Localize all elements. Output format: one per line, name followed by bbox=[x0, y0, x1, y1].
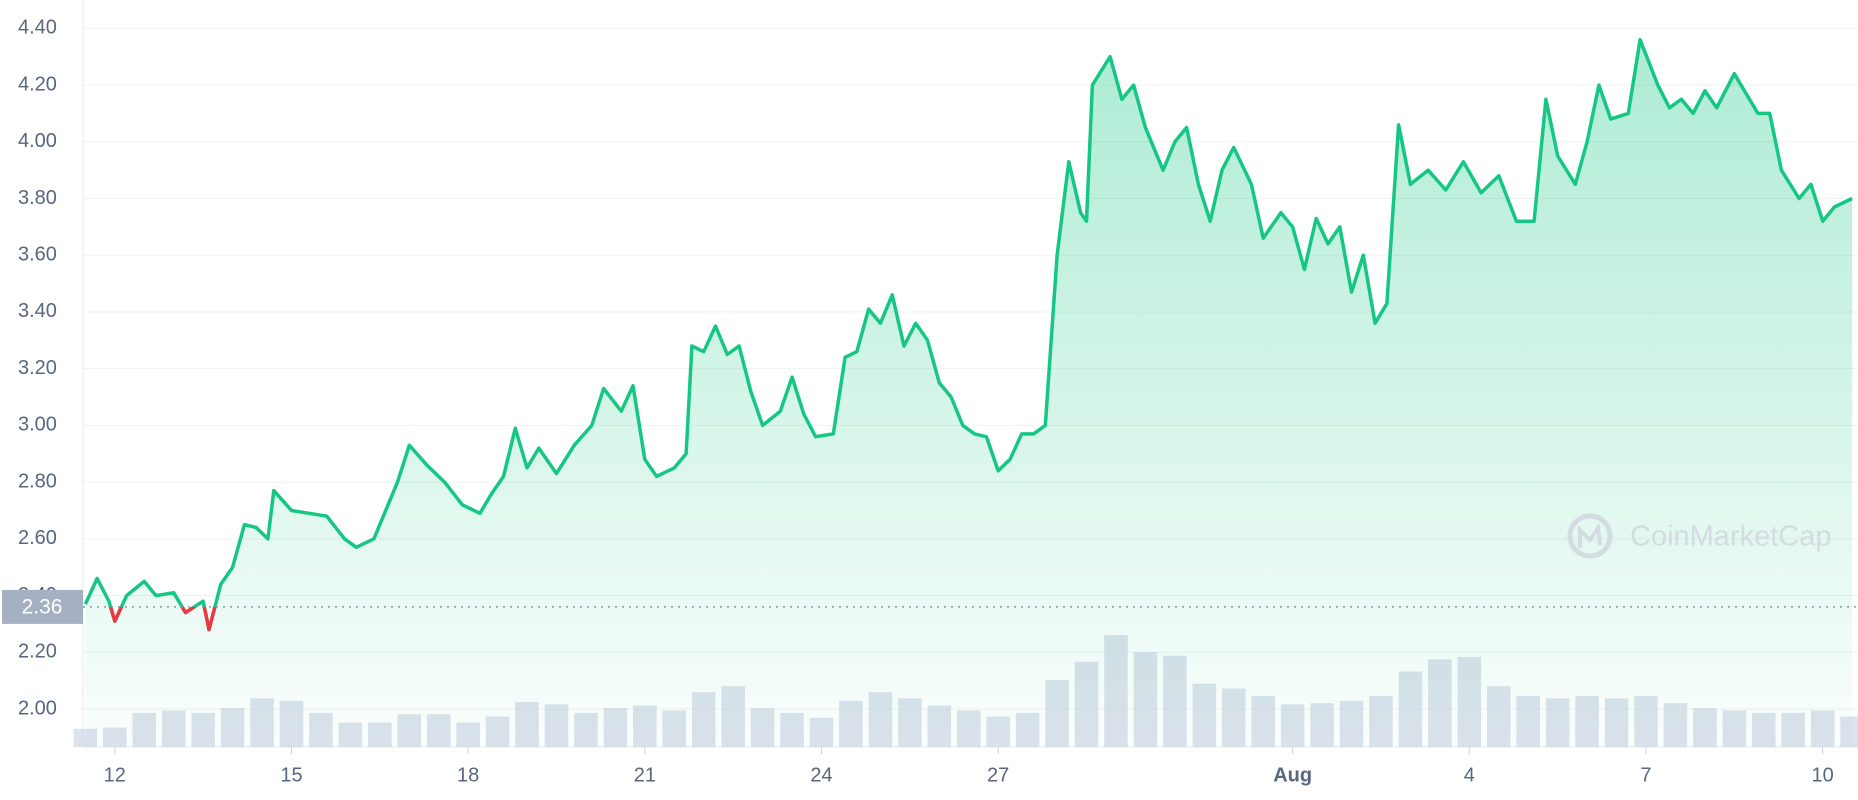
x-tick-label: 18 bbox=[457, 764, 479, 786]
x-tick-label: 15 bbox=[280, 764, 302, 786]
y-tick-label: 3.80 bbox=[18, 187, 57, 209]
watermark-text: CoinMarketCap bbox=[1630, 521, 1831, 553]
x-tick-label: 21 bbox=[634, 764, 656, 786]
y-tick-label: 4.40 bbox=[18, 17, 57, 39]
y-tick-label: 2.80 bbox=[18, 470, 57, 492]
x-tick-label: 27 bbox=[987, 764, 1009, 786]
y-tick-label: 3.60 bbox=[18, 244, 57, 266]
x-tick-label: 24 bbox=[810, 764, 832, 786]
price-area bbox=[85, 39, 1853, 747]
y-tick-label: 2.20 bbox=[18, 641, 57, 663]
reference-label-box bbox=[2, 589, 83, 624]
x-tick-label: Aug bbox=[1273, 764, 1312, 786]
y-tick-label: 3.00 bbox=[18, 414, 57, 436]
x-tick-label: 4 bbox=[1464, 764, 1475, 786]
reference-label: 2.36 bbox=[22, 595, 63, 618]
y-tick-label: 3.20 bbox=[18, 357, 57, 379]
y-tick-label: 4.00 bbox=[18, 130, 57, 152]
y-tick-label: 3.40 bbox=[18, 300, 57, 322]
x-tick-label: 10 bbox=[1812, 764, 1834, 786]
x-tick-label: 12 bbox=[104, 764, 126, 786]
price-line bbox=[83, 37, 1853, 632]
y-tick-label: 2.60 bbox=[18, 527, 57, 549]
x-tick-label: 7 bbox=[1640, 764, 1651, 786]
y-tick-label: 4.20 bbox=[18, 73, 57, 95]
watermark: CoinMarketCap bbox=[1567, 513, 1831, 559]
y-tick-label: 2.00 bbox=[18, 697, 57, 719]
